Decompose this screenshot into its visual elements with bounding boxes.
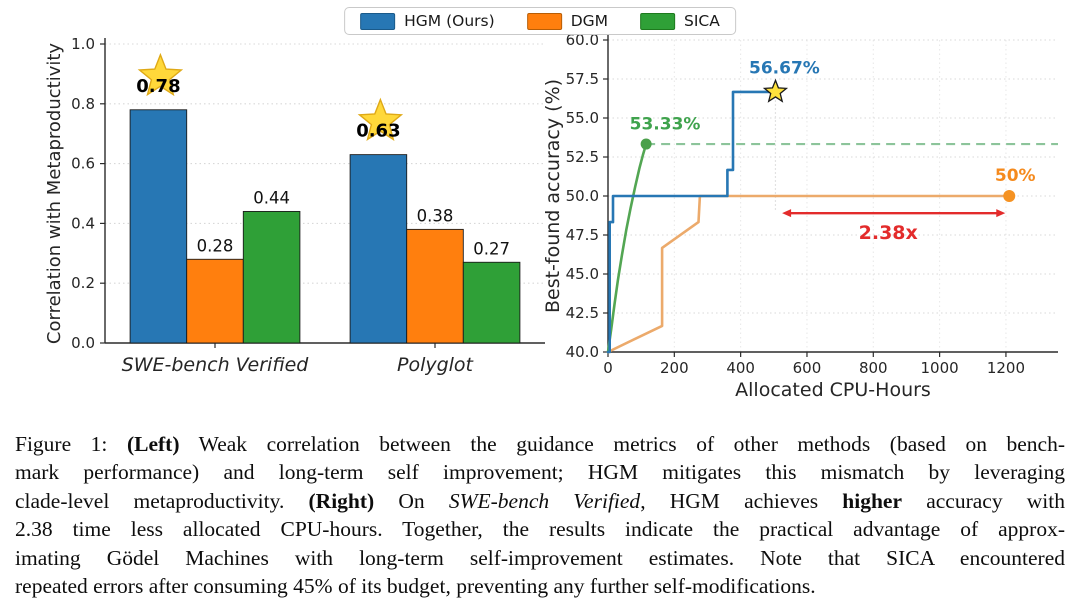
bar-value-label: 0.38	[417, 206, 454, 225]
series-line-hgmours	[606, 90, 777, 354]
bar-hgmours	[349, 154, 408, 344]
y-tick-label: 0.6	[71, 155, 95, 173]
y-tick-label: 0.8	[71, 95, 95, 113]
bar-value-label: 0.78	[136, 76, 180, 97]
x-tick-label: 0	[603, 359, 613, 377]
legend-label: SICA	[684, 12, 720, 30]
y-tick-label: 1.0	[71, 35, 95, 53]
y-tick-label: 0.0	[71, 334, 95, 352]
hgm-endpoint-label: 56.67%	[749, 59, 820, 79]
legend-swatch-icon	[526, 12, 562, 30]
dgm-endpoint-dot	[1003, 190, 1016, 202]
series-line-sica	[606, 142, 648, 354]
x-tick-label: 800	[859, 359, 888, 377]
y-tick-label: 52.5	[566, 148, 599, 166]
y-tick-label: 60.0	[566, 31, 599, 49]
legend-label: DGM	[570, 12, 609, 30]
arrowhead-left-icon	[782, 209, 792, 218]
y-axis-label: Correlation with Metaproductivity	[44, 43, 65, 345]
x-tick-label: 1000	[921, 359, 959, 377]
line-chart-accuracy-vs-cpu-hours: 40.0 42.5 45.0 47.5 50.0 52.5 55.0 57.5 60.0 0 200…	[545, 31, 1058, 401]
bar-value-label: 0.28	[197, 236, 234, 255]
bar-sica	[242, 210, 301, 344]
bar-sica	[462, 261, 521, 344]
star-icon	[357, 97, 404, 141]
x-tick-label: 600	[793, 359, 822, 377]
legend-item: DGM	[526, 12, 609, 30]
arrowhead-right-icon	[996, 209, 1006, 218]
y-axis-label: Best-found accuracy (%)	[545, 79, 564, 313]
legend-item: SICA	[640, 12, 720, 30]
x-axis-label: Allocated CPU-Hours	[735, 379, 931, 401]
y-tick-label: 47.5	[566, 226, 599, 244]
bar-dgm	[406, 228, 464, 344]
y-tick-label: 0.4	[71, 214, 95, 232]
caption-line: clade-level metaproductivity. (Right) On…	[15, 488, 1065, 513]
figure-caption: Figure 1: (Left) Weak correlation betwee…	[15, 430, 1065, 600]
caption-line: imating Gödel Machines with long-term se…	[15, 545, 1065, 570]
bar-value-label: 0.44	[253, 188, 290, 207]
x-tick-label: 200	[660, 359, 689, 377]
bar-value-label: 0.27	[473, 239, 510, 258]
dgm-endpoint-label: 50%	[995, 166, 1036, 186]
x-tick-label: Polyglot	[397, 354, 475, 376]
hgm-star-icon	[762, 78, 789, 103]
legend: HGM (Ours) DGM SICA	[344, 7, 736, 35]
series-line-dgm	[606, 194, 1011, 354]
legend-label: HGM (Ours)	[404, 12, 495, 30]
bar-dgm	[186, 258, 244, 344]
y-tick-label: 42.5	[566, 304, 599, 322]
bar-chart-correlation: 0.0 0.2 0.4 0.6 0.8 1.0 Correlation with Metap…	[44, 35, 545, 376]
sica-endpoint-dot	[640, 138, 652, 150]
y-tick-label: 40.0	[566, 343, 599, 361]
star-icon	[137, 52, 184, 97]
sica-endpoint-label: 53.33%	[630, 115, 701, 135]
caption-line: Figure 1: (Left) Weak correlation betwee…	[15, 432, 1065, 456]
bar-value-label: 0.63	[356, 121, 400, 142]
caption-line: repeated errors after consuming 45% of i…	[15, 574, 816, 599]
caption-line: 2.38 time less allocated CPU-hours. Toge…	[15, 517, 1065, 542]
y-tick-label: 50.0	[566, 187, 599, 205]
y-tick-label: 0.2	[71, 274, 95, 292]
y-tick-label: 57.5	[566, 70, 599, 88]
legend-swatch-icon	[640, 12, 676, 30]
x-tick-label: 400	[726, 359, 755, 377]
y-tick-label: 55.0	[566, 109, 599, 127]
x-tick-label: SWE-bench Verified	[122, 354, 310, 376]
bar-hgmours	[129, 109, 188, 344]
legend-item: HGM (Ours)	[360, 12, 495, 30]
y-tick-label: 45.0	[566, 265, 599, 283]
legend-swatch-icon	[360, 12, 396, 30]
speedup-label: 2.38x	[859, 222, 918, 244]
caption-line: mark performance) and long-term self imp…	[15, 460, 1065, 485]
x-tick-label: 1200	[987, 359, 1025, 377]
